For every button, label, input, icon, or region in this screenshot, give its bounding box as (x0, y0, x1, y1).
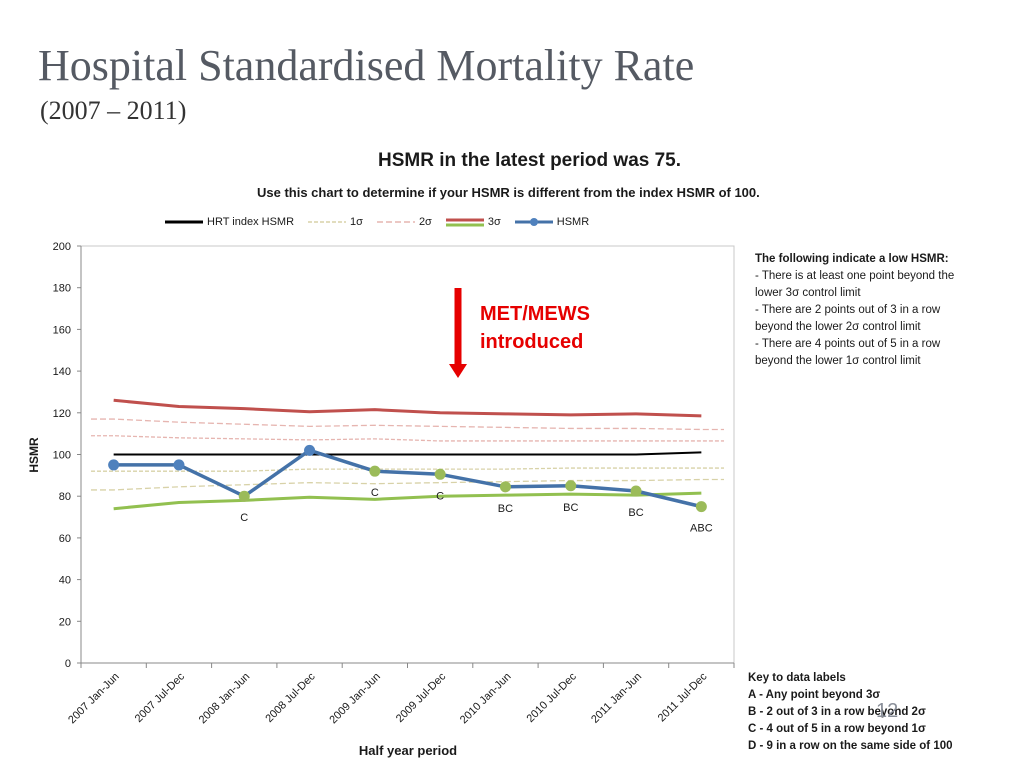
y-tick-label: 140 (53, 366, 71, 378)
note-title: The following indicate a low HSMR: (755, 253, 949, 265)
x-axis-title: Half year period (359, 743, 457, 758)
series-line-lower2 (91, 478, 724, 491)
y-tick-label: 0 (65, 658, 71, 670)
y-tick-label: 180 (53, 283, 71, 295)
point-label: C (371, 487, 379, 499)
point-label: BC (563, 502, 578, 514)
hsmr-point (173, 459, 185, 471)
hsmr-point (434, 468, 446, 480)
x-tick-label: 2011 Jul-Dec (656, 670, 710, 724)
chart-instruction: Use this chart to determine if your HSMR… (257, 185, 760, 200)
x-tick-label: 2008 Jul-Dec (263, 670, 318, 725)
x-tick-label: 2011 Jan-Jun (589, 671, 644, 726)
x-tick-label: 2008 Jan-Jun (197, 671, 253, 727)
hsmr-point (304, 444, 316, 456)
slide-subtitle: (2007 – 2011) (40, 96, 187, 125)
legend-item-hsmr: HSMR (514, 216, 590, 228)
key-line: B - 2 out of 3 in a row beyond 2σ (748, 706, 926, 718)
y-tick-label: 160 (53, 324, 71, 336)
x-tick-label: 2010 Jul-Dec (525, 670, 580, 725)
series-line-lower1 (91, 467, 724, 472)
series-line-lower3 (113, 491, 702, 511)
y-tick-label: 120 (53, 408, 71, 420)
chart-markers (108, 444, 707, 513)
y-axis-title: HSMR (27, 437, 41, 473)
chart-series (91, 398, 724, 511)
page-number: 12 (876, 700, 899, 722)
note-line: beyond the lower 2σ control limit (755, 321, 921, 333)
y-tick-label: 20 (59, 616, 71, 628)
chart-point-labels: C C C BC BC BC ABC (240, 487, 712, 534)
note-line: - There is at least one point beyond the (755, 270, 955, 282)
y-tick-label: 40 (59, 575, 71, 587)
annotation-label: MET/MEWS introduced (480, 300, 590, 356)
legend-label-sigma3: 3σ (487, 216, 501, 228)
legend-item-sigma3: 3σ (445, 216, 501, 228)
series-line-upper2 (91, 418, 724, 431)
point-label: BC (498, 503, 513, 515)
legend-swatch-sigma2 (376, 221, 415, 223)
point-label: C (436, 490, 444, 502)
note-line: lower 3σ control limit (755, 287, 861, 299)
y-tick-label: 200 (53, 241, 71, 253)
hsmr-point (499, 481, 511, 493)
legend-item-index: HRT index HSMR (165, 216, 294, 228)
legend-item-sigma2: 2σ (376, 216, 432, 228)
note-line: beyond the lower 1σ control limit (755, 355, 921, 367)
point-label: C (240, 512, 248, 524)
series-line-hsmr (113, 448, 702, 509)
hsmr-point (630, 485, 642, 497)
hsmr-point (695, 501, 707, 513)
chart-heading: HSMR in the latest period was 75. (378, 150, 682, 171)
annotation-line-1: MET/MEWS (480, 303, 590, 325)
x-tick-label: 2009 Jul-Dec (394, 670, 449, 725)
intervention-arrow (449, 288, 467, 378)
x-tick-label: 2009 Jan-Jun (327, 671, 383, 727)
slide-title: Hospital Standardised Mortality Rate (38, 41, 695, 90)
data-label-key: Key to data labels A - Any point beyond … (748, 670, 1018, 755)
key-line: C - 4 out of 5 in a row beyond 1σ (748, 723, 926, 735)
hsmr-point (238, 490, 250, 502)
y-tick-label: 60 (59, 533, 71, 545)
x-tick-label: 2007 Jul-Dec (133, 670, 188, 725)
series-line-index (113, 451, 702, 456)
legend-label-sigma2: 2σ (418, 216, 432, 228)
legend-swatch-sigma3 (445, 218, 484, 227)
legend-swatch-hsmr (514, 218, 553, 226)
legend-swatch-index (165, 220, 203, 224)
point-label: ABC (690, 523, 713, 535)
legend-label-index: HRT index HSMR (207, 216, 295, 228)
chart-legend: HRT index HSMR 1σ 2σ 3σ HSMR (165, 214, 603, 230)
legend-item-sigma1: 1σ (308, 216, 363, 228)
x-tick-label: 2010 Jan-Jun (458, 671, 514, 727)
low-hsmr-note: The following indicate a low HSMR: - The… (755, 251, 990, 370)
note-line: - There are 2 points out of 3 in a row (755, 304, 941, 316)
hsmr-point (565, 480, 577, 492)
point-label: BC (628, 507, 643, 519)
key-line: D - 9 in a row on the same side of 100 (748, 740, 953, 752)
series-line-upper1 (91, 435, 724, 442)
series-line-upper3 (113, 398, 702, 418)
key-line: A - Any point beyond 3σ (748, 689, 881, 701)
legend-label-hsmr: HSMR (556, 216, 590, 228)
y-tick-label: 100 (53, 450, 71, 462)
legend-swatch-sigma1 (308, 221, 347, 223)
y-tick-label: 80 (59, 491, 71, 503)
legend-label-sigma1: 1σ (350, 216, 363, 228)
hsmr-point (369, 465, 381, 477)
note-line: - There are 4 points out of 5 in a row (755, 338, 941, 350)
annotation-line-2: introduced (480, 331, 584, 353)
x-tick-label: 2007 Jan-Jun (66, 671, 122, 727)
hsmr-point (108, 459, 120, 471)
key-title: Key to data labels (748, 672, 846, 684)
